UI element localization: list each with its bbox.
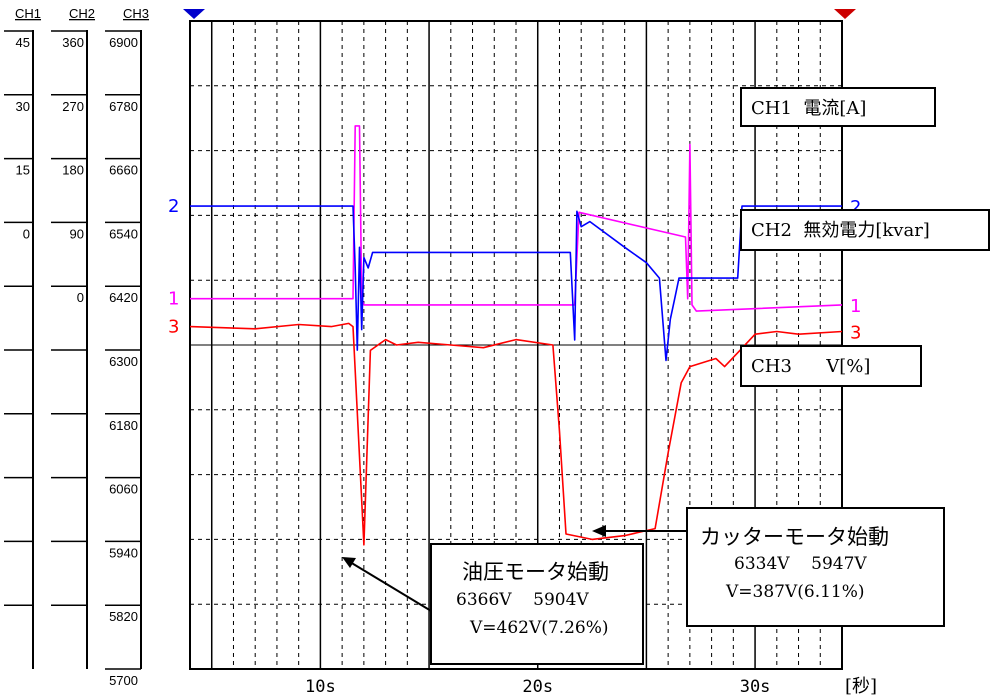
scale-label-ch1: 15 xyxy=(16,163,30,178)
legend-box-ch3 xyxy=(740,345,922,387)
annotation-box-hydraulic: 油圧モータ始動 6366V 5904V V=462V(7.26%) xyxy=(430,543,644,665)
series-line-ch2 xyxy=(190,205,842,362)
scale-label-ch3: 6780 xyxy=(109,99,138,114)
legend-box-ch1 xyxy=(740,87,936,127)
x-tick-label: 10s xyxy=(305,677,336,697)
annotation-delta-cutter: V=387V(6.11%) xyxy=(726,581,865,602)
scale-label-ch3: 6180 xyxy=(109,418,138,433)
scale-label-ch2: 270 xyxy=(62,99,84,114)
arrow-head-hydraulic-icon xyxy=(342,557,356,568)
series-line-ch3 xyxy=(189,322,843,546)
scale-label-ch2: 360 xyxy=(62,35,84,50)
series-marker-left-ch3: 3 xyxy=(168,317,179,338)
legend-label-ch3: CH3 V[%] xyxy=(751,356,870,377)
legend-box-ch2 xyxy=(740,209,990,251)
scale-label-ch1: 30 xyxy=(16,99,30,114)
scale-header-ch1: CH1 xyxy=(15,6,41,21)
scale-label-ch3: 6660 xyxy=(109,163,138,178)
series-marker-left-ch1: 1 xyxy=(168,289,179,310)
scale-label-ch1: 0 xyxy=(23,226,30,241)
legend-label-ch2: CH2 無効電力[kvar] xyxy=(751,220,930,241)
scale-label-ch1: 45 xyxy=(16,35,30,50)
scale-label-ch3: 5700 xyxy=(109,673,138,688)
scale-label-ch3: 6540 xyxy=(109,226,138,241)
annotation-delta-hydraulic: V=462V(7.26%) xyxy=(470,617,609,638)
scale-label-ch3: 6420 xyxy=(109,290,138,305)
scale-label-ch2: 90 xyxy=(70,226,84,241)
scale-label-ch3: 6060 xyxy=(109,482,138,497)
series-marker-right-ch3: 3 xyxy=(850,323,861,344)
start-marker-icon xyxy=(183,9,205,19)
x-tick-label: 20s xyxy=(522,677,553,697)
scale-header-ch3: CH3 xyxy=(123,6,149,21)
x-unit-label: [秒] xyxy=(845,676,877,697)
scale-label-ch2: 180 xyxy=(62,163,84,178)
series-marker-left-ch2: 2 xyxy=(168,196,179,217)
scale-label-ch3: 6300 xyxy=(109,354,138,369)
scale-label-ch2: 0 xyxy=(77,290,84,305)
x-tick-label: 30s xyxy=(740,677,771,697)
legend-label-ch1: CH1 電流[A] xyxy=(751,98,866,119)
series-marker-right-ch2: 2 xyxy=(850,197,861,218)
annotation-title-hydraulic: 油圧モータ始動 xyxy=(462,560,609,584)
arrow-head-cutter-icon xyxy=(592,525,606,537)
scale-label-ch3: 5940 xyxy=(109,545,138,560)
annotation-title-cutter: カッターモータ始動 xyxy=(700,525,889,549)
scale-label-ch3: 6900 xyxy=(109,35,138,50)
annotation-values-cutter: 6334V 5947V xyxy=(734,554,867,575)
annotation-values-hydraulic: 6366V 5904V xyxy=(456,590,589,611)
series-marker-right-ch1: 1 xyxy=(850,296,861,317)
annotation-box-cutter: カッターモータ始動 6334V 5947V V=387V(6.11%) xyxy=(686,507,945,627)
scale-header-ch2: CH2 xyxy=(69,6,95,21)
scale-label-ch3: 5820 xyxy=(109,609,138,624)
end-marker-icon xyxy=(834,9,856,19)
